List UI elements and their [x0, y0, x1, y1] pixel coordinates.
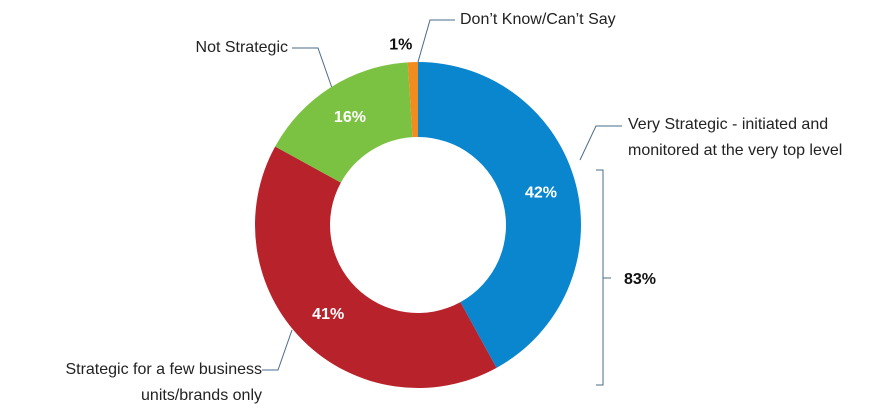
category-label: Not Strategic: [195, 39, 288, 56]
value-label: 41%: [312, 306, 344, 323]
leader-line: [262, 329, 293, 371]
donut-slice: [418, 62, 581, 368]
donut-slice: [254, 146, 497, 388]
value-label: 1%: [389, 36, 412, 53]
leader-line: [417, 19, 455, 63]
category-label: Don’t Know/Can’t Say: [460, 11, 616, 28]
value-label: 16%: [334, 109, 366, 126]
category-label: Strategic for a few business units/brand…: [65, 361, 262, 404]
value-label: 42%: [525, 185, 557, 202]
donut-slice: [407, 62, 418, 138]
annotation: 83%: [624, 271, 656, 288]
category-label: Very Strategic - initiated and monitored…: [628, 116, 843, 159]
bracket: [596, 169, 611, 386]
leader-line: [579, 125, 622, 161]
leader-line: [292, 47, 333, 89]
donut-slice: [275, 62, 413, 183]
